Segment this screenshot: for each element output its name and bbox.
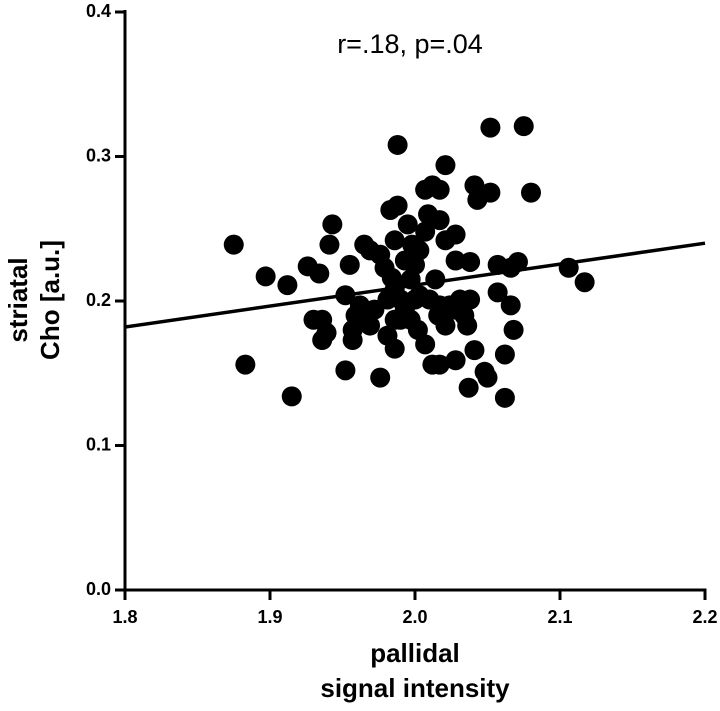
point <box>387 195 408 216</box>
point <box>255 266 276 287</box>
point <box>480 117 501 138</box>
point <box>415 221 436 242</box>
x-axis-label: signal intensity <box>320 673 510 703</box>
point <box>397 214 418 235</box>
point <box>574 272 595 293</box>
point <box>415 334 436 355</box>
point <box>494 344 515 365</box>
point <box>445 350 466 371</box>
point <box>464 340 485 361</box>
x-tick-label: 1.9 <box>257 607 282 627</box>
point <box>322 214 343 235</box>
y-axis-label: Cho [a.u.] <box>35 240 65 360</box>
point <box>429 210 450 231</box>
point <box>422 354 443 375</box>
point <box>494 387 515 408</box>
y-tick-label: 0.3 <box>86 145 111 165</box>
point <box>445 224 466 245</box>
annotation: r=.18, p=.04 <box>337 29 483 59</box>
point <box>316 322 337 343</box>
point <box>419 289 440 310</box>
point <box>370 367 391 388</box>
y-tick-label: 0.4 <box>86 1 111 21</box>
point <box>387 134 408 155</box>
y-tick-label: 0.0 <box>86 579 111 599</box>
x-tick-label: 2.0 <box>402 607 427 627</box>
point <box>507 251 528 272</box>
point <box>409 240 430 261</box>
point <box>335 360 356 381</box>
point <box>521 182 541 203</box>
point <box>339 254 360 275</box>
point <box>360 315 381 336</box>
point <box>445 250 466 271</box>
point <box>384 230 405 251</box>
point <box>457 315 478 336</box>
x-tick-label: 1.8 <box>112 607 137 627</box>
point <box>503 319 524 340</box>
y-tick-label: 0.1 <box>86 434 111 454</box>
fit-line <box>124 241 706 329</box>
x-tick-label: 2.2 <box>692 607 717 627</box>
point <box>487 282 508 303</box>
point <box>277 275 298 296</box>
point <box>513 116 534 137</box>
y-tick-label: 0.2 <box>86 290 111 310</box>
point <box>235 354 256 375</box>
x-axis-label: pallidal <box>370 638 460 668</box>
point <box>223 234 244 255</box>
point <box>429 179 450 200</box>
point <box>384 338 405 359</box>
x-tick-label: 2.1 <box>547 607 572 627</box>
point <box>319 234 340 255</box>
point <box>460 251 481 272</box>
y-axis-label: striatal <box>3 257 33 342</box>
point <box>435 315 456 336</box>
point <box>500 295 521 316</box>
point <box>309 263 330 284</box>
point <box>425 269 446 290</box>
point <box>435 155 456 176</box>
point <box>458 377 479 398</box>
point <box>281 386 302 407</box>
point <box>460 289 481 310</box>
point <box>480 182 501 203</box>
point <box>477 367 498 388</box>
